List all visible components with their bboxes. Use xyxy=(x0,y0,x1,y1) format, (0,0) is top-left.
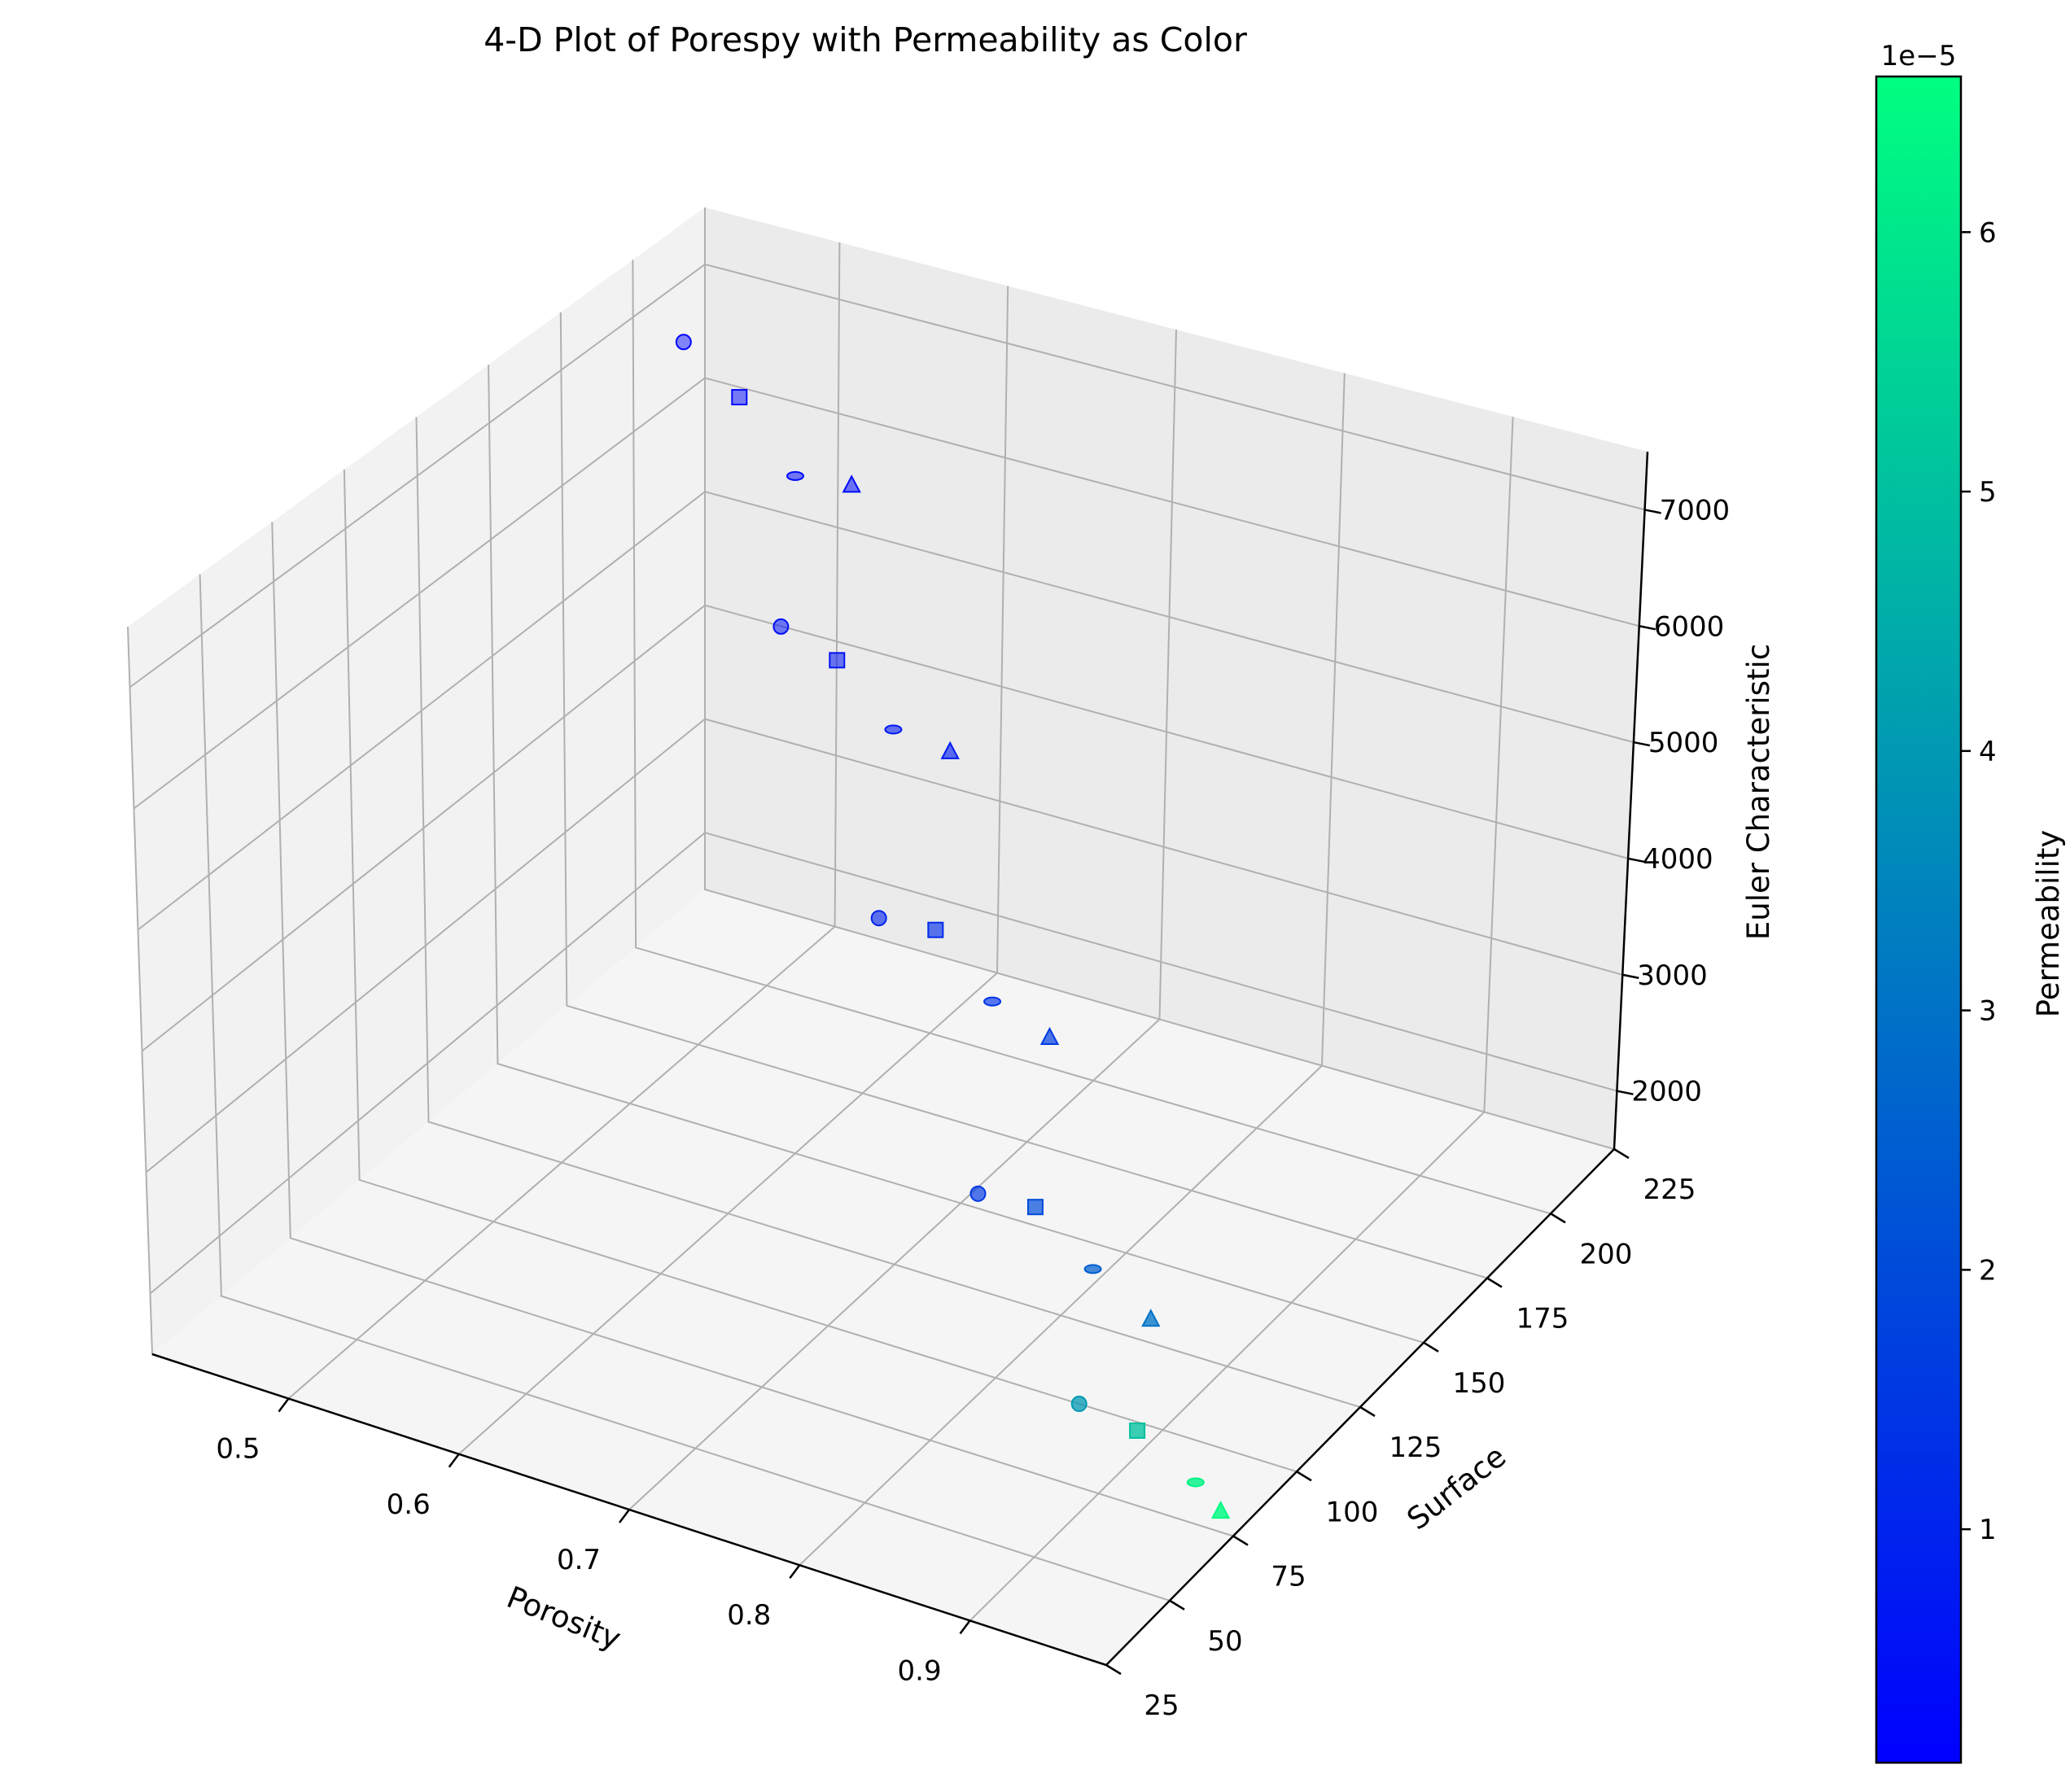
z-axis-line xyxy=(1613,451,1649,1150)
y-tick-mark xyxy=(1296,1471,1312,1482)
x-tick-label: 0.8 xyxy=(727,1599,771,1632)
x-tick-mark xyxy=(789,1564,801,1579)
grid-line-y xyxy=(559,312,1488,1279)
y-tick-label: 75 xyxy=(1271,1561,1306,1593)
data-point-ellipse xyxy=(884,724,903,735)
grid-line-z xyxy=(133,377,1640,810)
x-tick-label: 0.5 xyxy=(216,1433,260,1466)
y-tick-mark xyxy=(1105,1663,1122,1676)
data-point-triangle xyxy=(1210,1500,1231,1519)
data-point-circle xyxy=(969,1185,987,1202)
data-points xyxy=(675,334,1231,1519)
x-axis-label: Porosity xyxy=(502,1580,626,1657)
z-axis-label: Euler Characteristic xyxy=(1741,644,1776,940)
grid-line-y xyxy=(632,260,1551,1215)
data-point-triangle xyxy=(940,741,960,759)
y-tick-label: 25 xyxy=(1144,1689,1179,1722)
data-point-ellipse xyxy=(1186,1477,1205,1488)
y-tick-mark xyxy=(1613,1147,1630,1160)
x-tick-mark xyxy=(959,1619,971,1635)
pane-floor xyxy=(152,889,1614,1665)
grid-line-y xyxy=(199,574,1171,1602)
z-tick-mark xyxy=(1639,625,1656,631)
grid-line-y xyxy=(704,208,1615,1150)
pane-back xyxy=(705,208,1648,1149)
colorbar-tick-label: 1 xyxy=(1979,1514,1997,1546)
grid-line-y xyxy=(271,522,1234,1537)
axes-panes xyxy=(128,208,1648,1665)
z-tick-mark xyxy=(1627,857,1645,863)
z-tick-label: 3000 xyxy=(1637,959,1708,992)
grid-line-z xyxy=(137,491,1635,931)
colorbar-offset: 1e−5 xyxy=(1881,40,1957,72)
z-tick-mark xyxy=(1644,509,1661,514)
tick-labels: 0.5 0.6 0.7 0.8 0.9 25 50 75 100 125 150 175 200 225 2… xyxy=(216,494,1730,1722)
colorbar-tick-label: 6 xyxy=(1979,216,1997,249)
y-tick-label: 175 xyxy=(1516,1303,1569,1335)
z-tick-label: 2000 xyxy=(1631,1076,1702,1108)
z-tick-mark xyxy=(1622,973,1639,979)
y-tick-mark xyxy=(1486,1277,1503,1288)
z-tick-label: 6000 xyxy=(1654,610,1725,643)
grid-lines xyxy=(127,208,1645,1666)
y-tick-mark xyxy=(1232,1535,1249,1546)
y-tick-mark xyxy=(1423,1341,1439,1353)
z-tick-label: 7000 xyxy=(1660,494,1731,527)
data-point-circle xyxy=(772,618,790,635)
colorbar-tick-label: 5 xyxy=(1979,476,1997,509)
y-tick-label: 50 xyxy=(1207,1625,1242,1658)
z-tick-mark xyxy=(1617,1090,1634,1095)
data-point-square xyxy=(927,921,944,938)
y-tick-mark xyxy=(1359,1405,1376,1418)
grid-line-z xyxy=(145,718,1623,1174)
grid-line-z xyxy=(129,263,1645,688)
data-point-triangle xyxy=(1039,1026,1060,1045)
x-tick-mark xyxy=(278,1397,290,1413)
data-point-ellipse xyxy=(983,996,1002,1007)
data-point-square xyxy=(829,652,846,669)
z-tick-mark xyxy=(1633,741,1651,747)
x-tick-label: 0.9 xyxy=(898,1654,942,1687)
data-point-ellipse xyxy=(786,470,804,481)
x-tick-mark xyxy=(619,1509,630,1523)
pane-left xyxy=(128,208,705,1354)
data-point-square xyxy=(1026,1199,1044,1216)
colorbar-ticks: 1 2 3 4 5 6 xyxy=(1961,216,1997,1546)
colorbar-tick-label: 2 xyxy=(1979,1254,1997,1287)
data-point-square xyxy=(1129,1422,1146,1439)
chart-title: 4-D Plot of Porespy with Permeability as… xyxy=(484,20,1247,59)
grid-line-y xyxy=(343,469,1298,1473)
grid-line-y xyxy=(415,417,1361,1408)
data-point-circle xyxy=(1070,1396,1088,1413)
x-tick-label: 0.7 xyxy=(557,1544,601,1576)
grid-line-z xyxy=(141,604,1629,1052)
z-tick-label: 4000 xyxy=(1643,843,1713,876)
grid-line-y xyxy=(488,365,1424,1344)
y-tick-mark xyxy=(1169,1599,1185,1611)
data-point-circle xyxy=(675,334,692,351)
data-point-circle xyxy=(870,910,887,927)
grid-line-z xyxy=(149,832,1617,1295)
colorbar-label: Permeability xyxy=(2031,830,2066,1018)
y-tick-label: 200 xyxy=(1580,1238,1633,1270)
data-point-square xyxy=(731,389,748,406)
y-tick-label: 125 xyxy=(1389,1431,1442,1464)
data-point-ellipse xyxy=(1083,1264,1102,1274)
colorbar-tick-label: 3 xyxy=(1979,995,1997,1028)
colorbar xyxy=(1875,75,1963,1764)
x-tick-mark xyxy=(448,1453,460,1468)
y-tick-label: 100 xyxy=(1326,1496,1379,1528)
data-point-triangle xyxy=(842,474,861,493)
y-tick-label: 150 xyxy=(1453,1367,1506,1400)
y-tick-label: 225 xyxy=(1643,1174,1696,1206)
colorbar-tick-label: 4 xyxy=(1979,736,1997,768)
x-tick-label: 0.6 xyxy=(387,1488,431,1521)
data-point-triangle xyxy=(1141,1309,1161,1327)
z-tick-label: 5000 xyxy=(1648,727,1719,759)
y-tick-mark xyxy=(1550,1213,1566,1224)
